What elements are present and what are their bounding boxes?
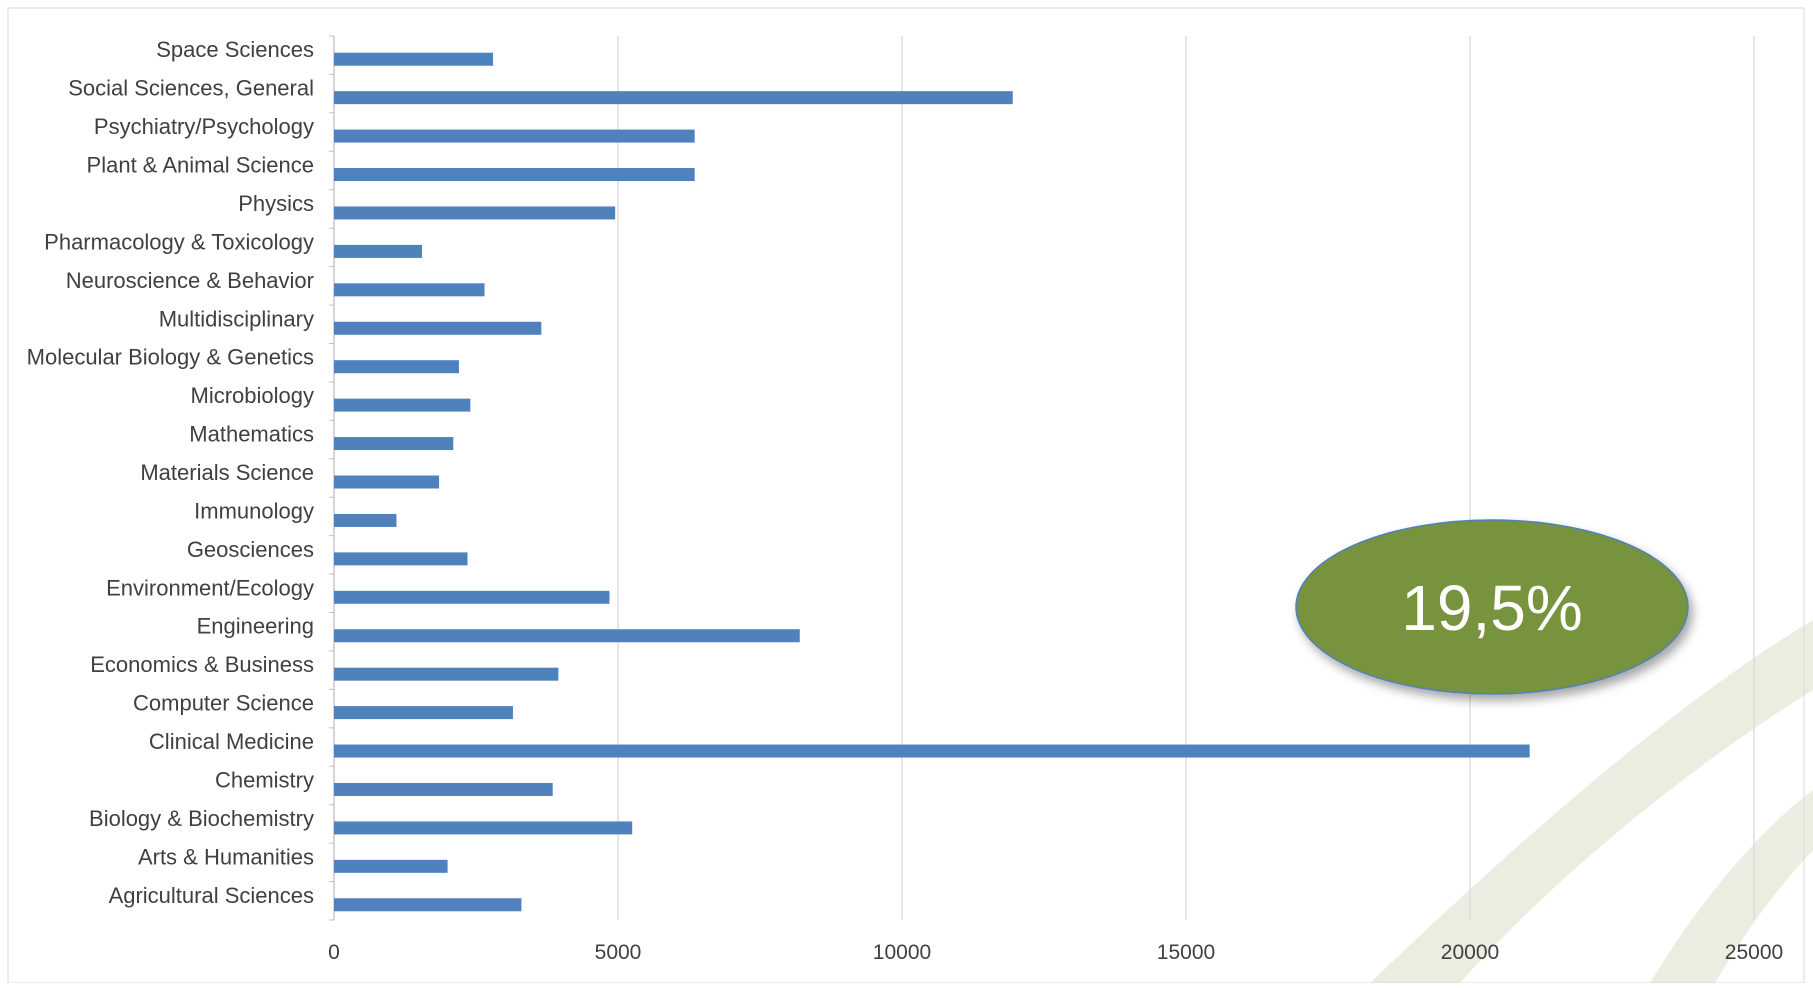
x-tick-label: 25000 [1725,941,1783,964]
category-label: Plant & Animal Science [87,153,314,178]
category-label: Biology & Biochemistry [89,806,314,831]
bar [334,859,448,873]
category-label: Engineering [197,614,314,639]
bar [334,168,695,182]
category-label: Pharmacology & Toxicology [44,229,314,254]
bar [334,706,513,720]
swoosh-band-2 [1650,790,1813,983]
category-label: Neuroscience & Behavior [66,268,314,293]
category-label: Social Sciences, General [68,76,314,101]
bars [334,52,1530,912]
category-labels: Space Sciences Social Sciences, General Ps… [27,37,314,908]
bar [334,206,616,220]
bar [334,244,423,258]
bar [334,360,459,374]
bar [334,129,695,143]
bar [334,744,1530,758]
category-label: Immunology [194,498,314,523]
category-label: Psychiatry/Psychology [94,114,314,139]
bar [334,475,440,489]
bar [334,590,610,604]
bar [334,398,471,412]
bar [334,283,485,297]
category-label: Computer Science [133,691,314,716]
bar [334,782,553,796]
category-label: Multidisciplinary [159,306,314,331]
bar [334,667,559,681]
bar [334,52,494,66]
percentage-callout: 19,5% [1295,519,1689,695]
x-tick-label: 15000 [1157,941,1215,964]
category-label: Agricultural Sciences [109,883,314,908]
category-label: Materials Science [140,460,314,485]
swoosh-band-1 [1370,620,1813,983]
background-swoosh-decoration [1370,620,1813,983]
gridlines [329,35,1755,921]
category-label: Clinical Medicine [149,729,314,754]
bar [334,513,397,527]
category-label: Economics & Business [90,652,314,677]
callout-ellipse [1295,519,1689,695]
category-label: Geosciences [187,537,314,562]
bar [334,629,800,643]
x-axis-tick-labels: 0 5000 10000 15000 20000 25000 [328,941,1783,964]
x-tick-label: 20000 [1441,941,1499,964]
bar [334,898,522,912]
bar [334,821,633,835]
category-label: Environment/Ecology [106,575,314,600]
bar [334,321,542,335]
x-tick-label: 10000 [873,941,931,964]
category-label: Physics [238,191,314,216]
category-label: Space Sciences [156,37,314,62]
bar [334,552,468,566]
category-label: Arts & Humanities [138,844,314,869]
bar [334,91,1013,105]
category-label: Chemistry [215,767,314,792]
category-label: Mathematics [189,422,314,447]
category-label: Molecular Biology & Genetics [27,345,314,370]
bar [334,437,454,451]
category-label: Microbiology [191,383,315,408]
x-tick-label: 0 [328,941,340,964]
callout-text: 19,5% [1401,572,1582,644]
x-tick-label: 5000 [595,941,642,964]
